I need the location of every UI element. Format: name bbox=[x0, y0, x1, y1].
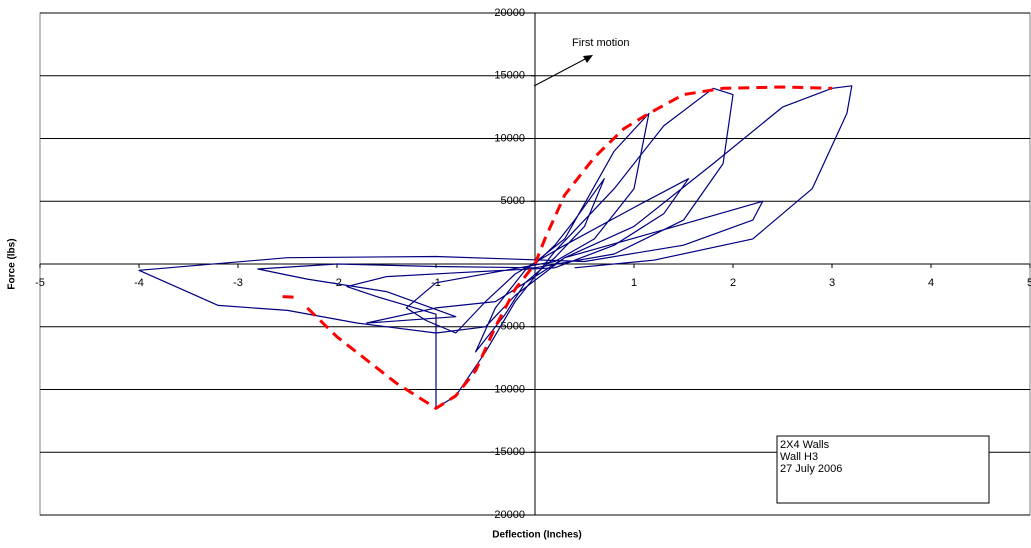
x-tick-label: 1 bbox=[631, 277, 637, 289]
y-axis-title: Force (lbs) bbox=[7, 238, 18, 289]
x-tick-label: 4 bbox=[928, 277, 934, 289]
x-tick-label: 2 bbox=[730, 277, 736, 289]
arrow-head bbox=[583, 55, 593, 63]
y-tick-label: 5000 bbox=[501, 195, 525, 207]
x-tick-label: -2 bbox=[332, 277, 342, 289]
y-tick-label: -20000 bbox=[491, 509, 525, 521]
y-tick-label: 20000 bbox=[494, 7, 525, 19]
annotation: First motion bbox=[572, 37, 629, 49]
y-tick-label: 10000 bbox=[494, 132, 525, 144]
text-box-line: 27 July 2006 bbox=[780, 463, 842, 475]
y-tick-label: -15000 bbox=[491, 446, 525, 458]
x-axis-title: Deflection (Inches) bbox=[492, 530, 581, 541]
y-tick-label: -10000 bbox=[491, 383, 525, 395]
x-tick-label: -5 bbox=[35, 277, 45, 289]
text-box bbox=[776, 435, 990, 504]
series-line bbox=[282, 85, 833, 410]
x-tick-label: 5 bbox=[1027, 277, 1031, 289]
series-line bbox=[138, 85, 853, 409]
y-tick-label: 15000 bbox=[494, 70, 525, 82]
annotation-arrow bbox=[533, 57, 588, 87]
x-tick-label: -3 bbox=[233, 277, 243, 289]
text-box-line: 2X4 Walls bbox=[780, 439, 830, 451]
x-tick-label: 3 bbox=[829, 277, 835, 289]
text-box-line: Wall H3 bbox=[780, 451, 818, 463]
y-tick-label: -5000 bbox=[497, 321, 525, 333]
x-tick-label: -4 bbox=[134, 277, 144, 289]
